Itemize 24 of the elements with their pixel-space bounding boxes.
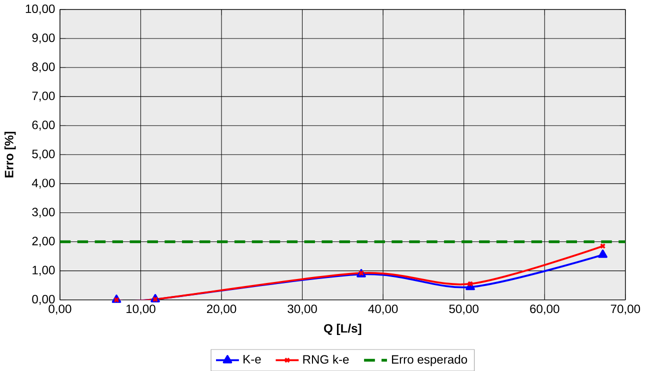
x-tick-label: 30,00	[288, 304, 317, 314]
y-tick-label: 5,00	[32, 150, 55, 160]
legend-label: Erro esperado	[392, 354, 468, 366]
x-tick-label: 0,00	[48, 304, 72, 314]
x-tick-label: 20,00	[206, 304, 236, 314]
x-tick-label: 40,00	[368, 304, 398, 314]
x-tick-label: 70,00	[610, 304, 640, 314]
legend-label: RNG k-e	[303, 354, 349, 364]
y-tick-label: 8,00	[32, 62, 55, 72]
y-tick-label: 2,00	[32, 236, 55, 247]
y-tick-label: 0,00	[32, 294, 55, 305]
y-tick-label: 4,00	[32, 178, 55, 189]
x-axis-title: Q [L/s]	[324, 324, 362, 335]
y-tick-label: 9,00	[32, 33, 55, 44]
y-tick-label: 10,00	[26, 4, 55, 14]
y-axis-title: Erro [%]	[4, 132, 16, 178]
legend-label: K-e	[244, 354, 261, 364]
x-tick-label: 10,00	[126, 304, 156, 314]
y-tick-label: 6,00	[32, 120, 55, 130]
x-tick-label: 60,00	[530, 304, 560, 314]
y-tick-label: 7,00	[32, 91, 55, 102]
x-tick-label: 50,00	[449, 304, 478, 314]
y-tick-label: 3,00	[32, 208, 55, 218]
y-tick-label: 1,00	[32, 266, 55, 276]
